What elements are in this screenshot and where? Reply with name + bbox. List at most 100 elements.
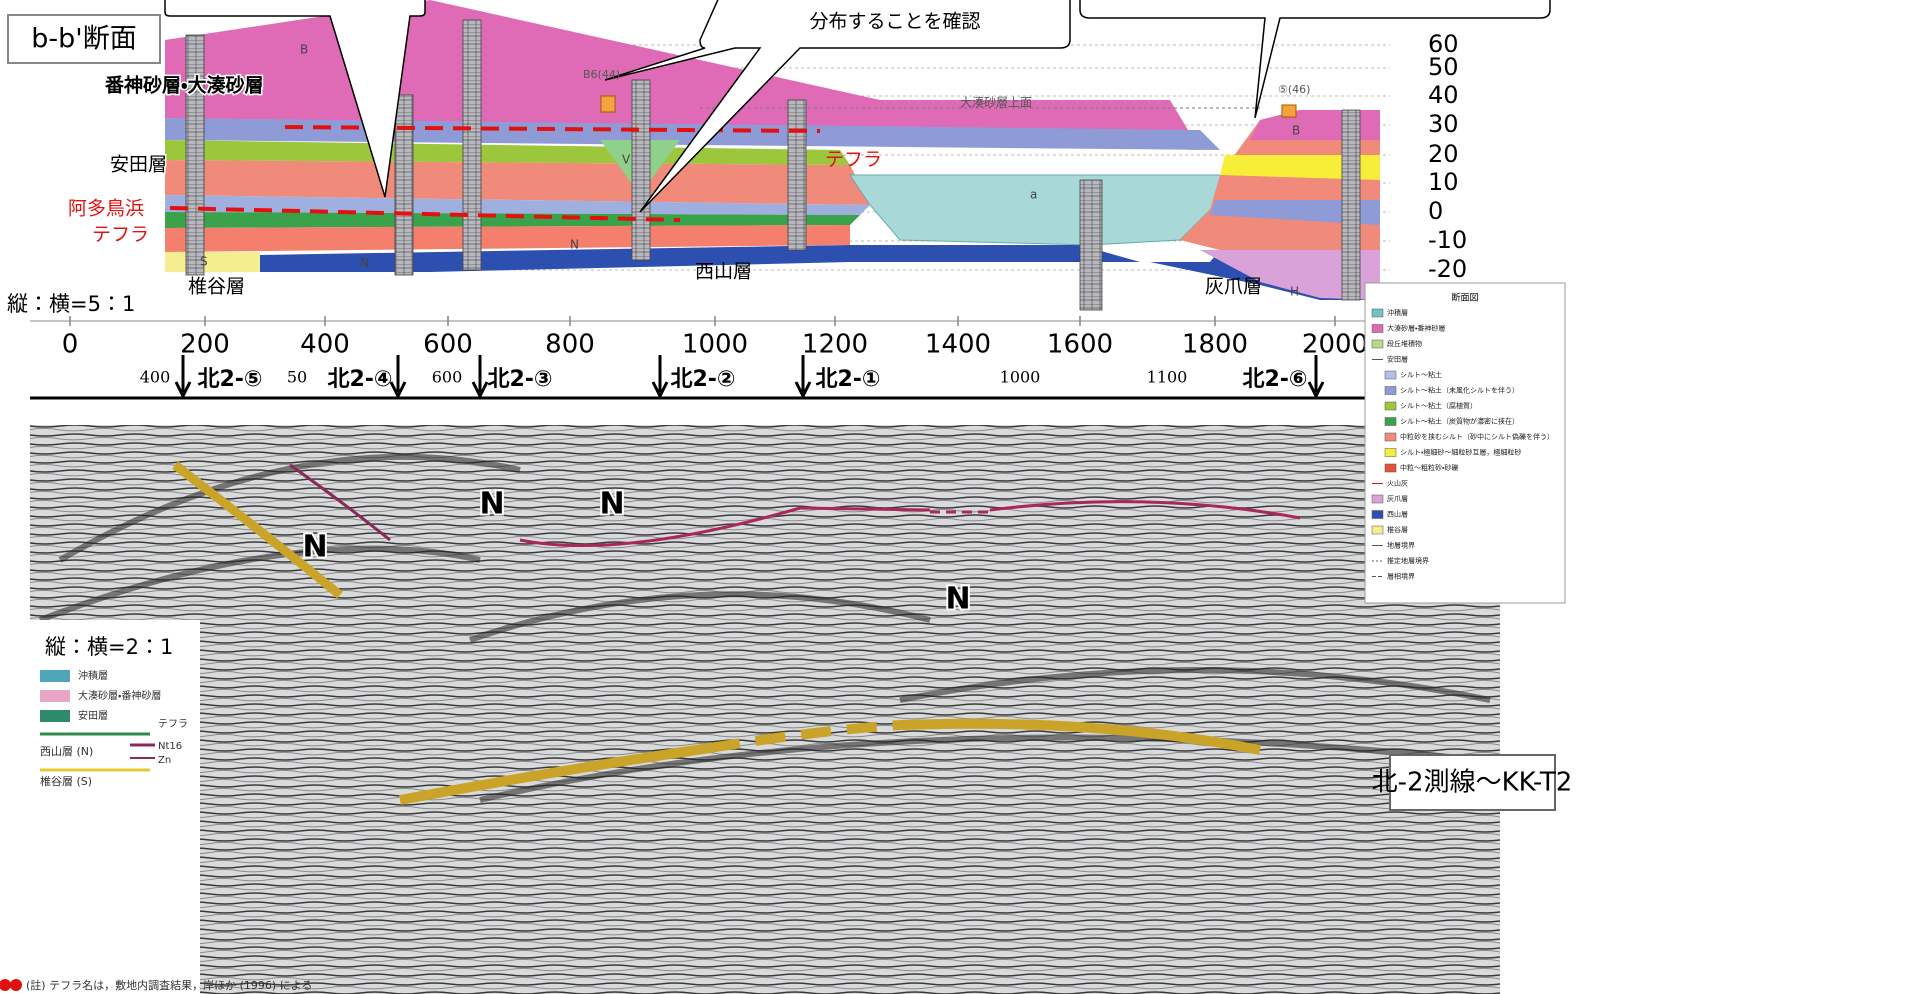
marker-label: 北2-⑥ [1242,367,1307,392]
marker-arrow [473,355,487,396]
distance-tick: 2000 [1302,330,1368,360]
label: 大湊砂層上面 [960,96,1032,110]
label: 阿多鳥浜 [68,198,144,220]
unit-letter: N [360,256,369,270]
legend-item: 火山灰 [1387,480,1408,488]
scale-label: 1100 [1147,368,1188,387]
legend-swatch [1372,526,1383,534]
distance-tick: 1800 [1182,330,1248,360]
legend-item: 沖積層 [1387,308,1408,317]
distance-tick: 600 [423,330,473,360]
elevation-tick: 40 [1428,81,1459,109]
horizon-label: N [945,582,970,617]
legend-item: 地層境界 [1387,541,1415,550]
legend-title: 断面図 [1451,292,1478,304]
scale-label: 50 [287,368,307,387]
legend-label: 沖積層 [78,669,108,682]
legend-label: Zn [158,755,171,766]
line-name: 北-2測線～KK-T2 [1372,768,1573,798]
horizon-label: N [599,487,624,522]
marker-arrow [796,355,810,396]
elevation-tick: -10 [1428,226,1467,254]
elevation-tick: -20 [1428,255,1467,283]
legend-item: 層相境界 [1387,572,1415,581]
label: B6(44) [583,68,620,81]
horizon-label: N [479,487,504,522]
label: ⑤(46) [1278,83,1310,96]
unit-letter: B [1292,124,1300,138]
marker-label: 北2-② [670,367,735,392]
cross-section [8,0,1550,310]
distance-tick: 1400 [925,330,991,360]
page: b-b'断面分布することを確認番神砂層・大湊砂層安田層阿多鳥浜テフラテフラ椎谷層… [0,0,1918,994]
note: (註) テフラ名は，敷地内調査結果，岸ほか (1996) による [26,978,312,992]
distance-tick: 400 [300,330,350,360]
legend-item: シルト～粘土（炭質物が濃密に挟在） [1400,417,1519,426]
legend-swatch [1385,402,1396,410]
figure: b-b'断面分布することを確認番神砂層・大湊砂層安田層阿多鳥浜テフラテフラ椎谷層… [0,0,1918,994]
callout-text: 分布することを確認 [809,11,980,33]
elevation-tick: 10 [1428,168,1459,196]
legend-swatch [1372,309,1383,317]
distance-tick: 1600 [1047,330,1113,360]
legend-swatch [1385,433,1396,441]
marker-arrow [653,355,667,396]
legend-item: 段丘堆積物 [1387,339,1422,348]
legend-item: シルト～粘土 [1400,370,1442,379]
distance-tick: 800 [545,330,595,360]
legend-swatch [1385,418,1396,426]
legend-swatch [1385,449,1396,457]
distance-tick: 1200 [802,330,868,360]
legend-swatch [1372,511,1383,519]
legend-swatch [1385,371,1396,379]
label: 西山層 [695,261,752,283]
elevation-tick: 0 [1428,197,1443,225]
seismic-image [30,425,1500,994]
marker-arrow [176,355,190,396]
legend-label: 椎谷層 (S) [40,774,92,788]
legend-label: 大湊砂層・番神砂層 [78,689,161,702]
distance-tick: 0 [62,330,79,360]
distance-tick: 1000 [682,330,748,360]
scale-label: 600 [432,368,463,387]
legend-item: シルト～粘土（腐植質） [1400,401,1477,410]
label: 灰爪層 [1205,276,1262,298]
legend-label: テフラ [158,718,188,730]
marker-label: 北2-④ [327,367,392,392]
unit-letter: V [622,153,631,167]
legend-item: 中粒砂を挟むシルト（砂中にシルト偽礫を伴う） [1400,432,1554,441]
unit-letter: H [1290,285,1299,299]
legend-item: 大湊砂層・番神砂層 [1387,324,1445,333]
legend-item: 椎谷層 [1387,525,1408,534]
unit-letter: B [300,43,308,57]
legend-item: 西山層 [1387,511,1408,519]
distance-tick: 200 [180,330,230,360]
label: 番神砂層・大湊砂層 [104,74,263,97]
legend-item: シルト・極細砂～細粒砂互層，極細粒砂 [1400,448,1521,457]
marker-label: 北2-⑤ [197,367,262,392]
unit-letter: a [1030,188,1037,202]
label: 安田層 [110,154,167,176]
label: テフラ [92,224,149,246]
elevation-tick: 50 [1428,53,1459,81]
label: テフラ [825,149,882,171]
marker-label: 北2-③ [487,367,552,392]
legend-label: 西山層 (N) [40,745,93,758]
section-title: b-b'断面 [31,24,136,55]
ratio-label: 縦：横=2：1 [45,635,173,659]
unit-letter: S [200,255,208,269]
marker-arrow [1309,355,1323,396]
scale-label: 1000 [1000,368,1041,387]
legend-swatch [1385,464,1396,472]
legend-item: 推定地層境界 [1387,556,1429,565]
elevation-tick: 30 [1428,110,1459,138]
legend-item: シルト～粘土（未風化シルトを伴う） [1400,386,1519,395]
legend-item: 灰爪層 [1387,495,1408,503]
legend-swatch [1372,325,1383,333]
marker-label: 北2-① [815,367,880,392]
scale-label: 400 [140,368,171,387]
elevation-tick: 20 [1428,140,1459,168]
marker-arrow [391,355,405,396]
legend-swatch [1372,340,1383,348]
label: 椎谷層 [188,276,245,298]
